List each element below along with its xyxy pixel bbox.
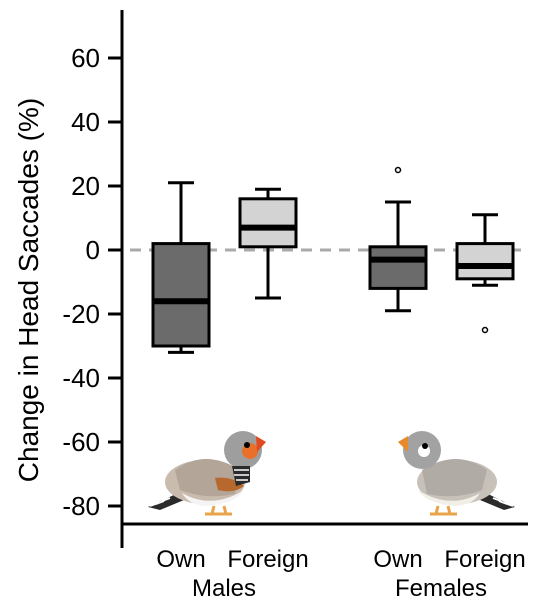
x-tick-label-foreign-females: Foreign (444, 546, 525, 573)
box-iqr (151, 242, 211, 348)
y-tick-group: 60 40 20 0 -20 -40 -60 -80 (62, 43, 122, 521)
y-tick-label: -80 (62, 491, 100, 521)
y-tick-label: 0 (86, 235, 100, 265)
y-tick-label: -20 (62, 299, 100, 329)
y-tick-label: 60 (71, 43, 100, 73)
y-tick-label: -40 (62, 363, 100, 393)
outlier-point (481, 326, 489, 334)
y-axis: 60 40 20 0 -20 -40 -60 -80 (62, 10, 124, 548)
group-label-females: Females (395, 575, 487, 602)
box-males-foreign (238, 187, 298, 300)
y-tick-label: 20 (71, 171, 100, 201)
box-females-own (368, 166, 428, 313)
box-iqr (368, 245, 428, 290)
x-tick-label-own-females: Own (373, 546, 422, 573)
boxes-group (151, 166, 515, 354)
y-tick-label: 40 (71, 107, 100, 137)
box-iqr (455, 242, 515, 281)
y-tick-label: -60 (62, 427, 100, 457)
male-finch-illustration (148, 431, 266, 516)
box-males-own (151, 181, 211, 354)
box-females-foreign (455, 213, 515, 334)
y-axis-label: Change in Head Saccades (%) (13, 98, 44, 482)
outlier-point (394, 166, 402, 174)
x-tick-label-foreign-males: Foreign (227, 546, 308, 573)
box-iqr (238, 197, 298, 249)
x-labels: Own Foreign Own Foreign Males Females (156, 546, 525, 602)
female-finch-illustration (398, 431, 515, 516)
x-tick-label-own-males: Own (156, 546, 205, 573)
group-label-males: Males (192, 575, 256, 602)
